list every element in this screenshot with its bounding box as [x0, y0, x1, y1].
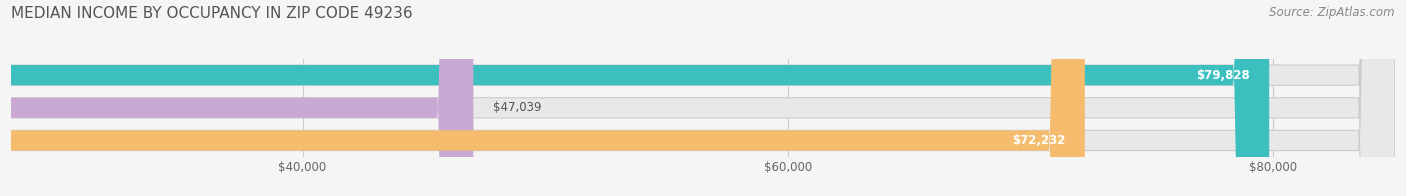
FancyBboxPatch shape — [0, 0, 474, 196]
Text: Source: ZipAtlas.com: Source: ZipAtlas.com — [1270, 6, 1395, 19]
Text: $72,232: $72,232 — [1012, 134, 1066, 147]
Text: $79,828: $79,828 — [1197, 69, 1250, 82]
FancyBboxPatch shape — [0, 0, 1270, 196]
Text: $47,039: $47,039 — [492, 101, 541, 114]
FancyBboxPatch shape — [0, 0, 1085, 196]
Text: MEDIAN INCOME BY OCCUPANCY IN ZIP CODE 49236: MEDIAN INCOME BY OCCUPANCY IN ZIP CODE 4… — [11, 6, 413, 21]
